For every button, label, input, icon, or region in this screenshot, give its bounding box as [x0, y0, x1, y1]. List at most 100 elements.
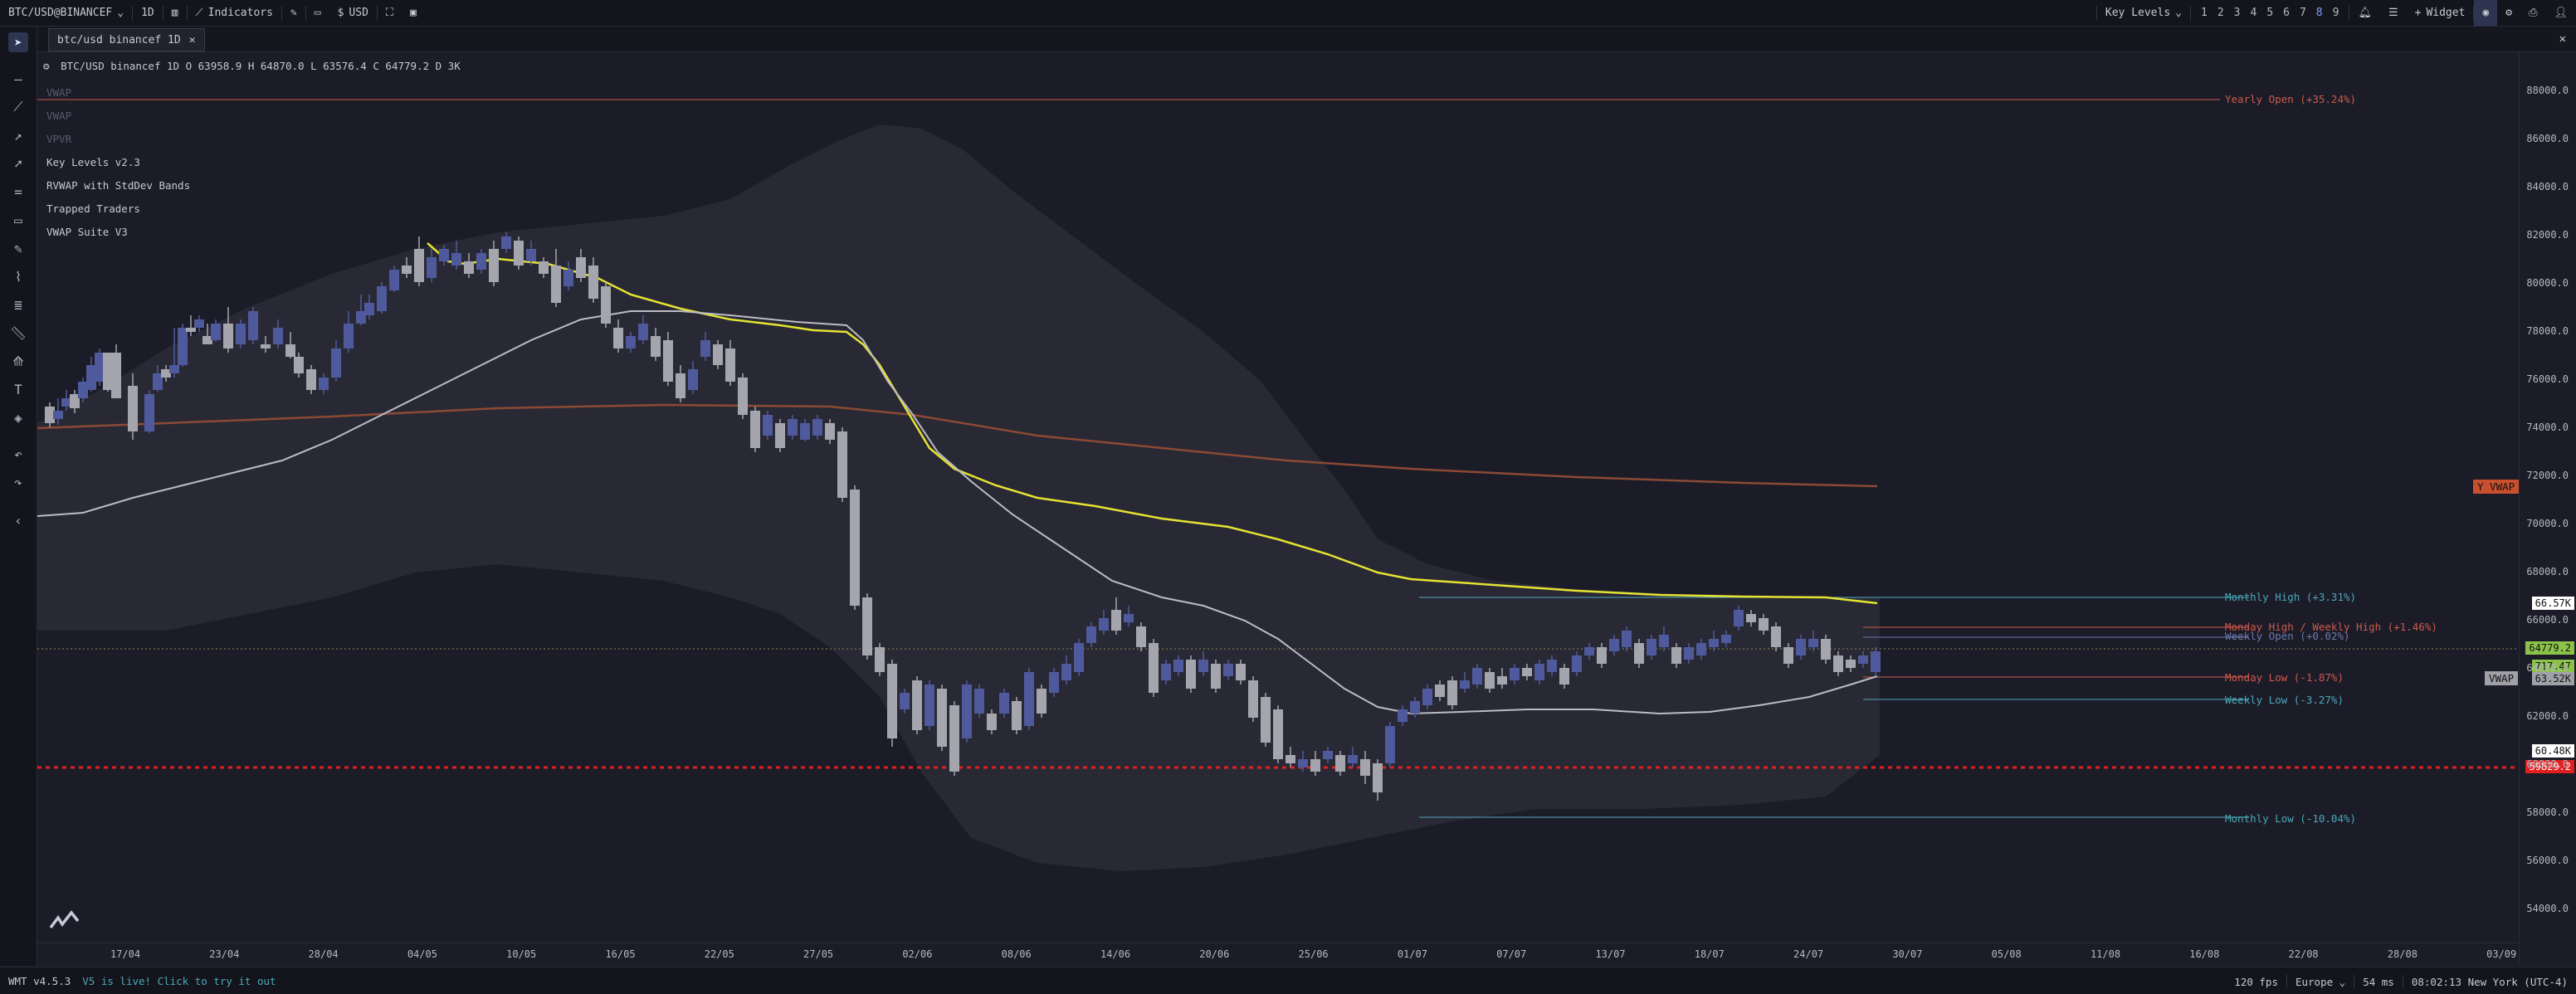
- folder-button[interactable]: ▭: [306, 0, 329, 26]
- x-tick-label: 25/06: [1298, 948, 1329, 960]
- indicator-vpvr[interactable]: VPVR: [46, 133, 72, 145]
- candle-body: [45, 407, 55, 423]
- chart-tab[interactable]: btc/usd binancef 1D ✕: [48, 28, 205, 51]
- candle-body: [211, 324, 221, 340]
- layout-tab-3[interactable]: 3: [2233, 7, 2241, 19]
- undo-icon[interactable]: ↶: [14, 446, 22, 462]
- layout-tab-4[interactable]: 4: [2250, 7, 2257, 19]
- widget-button[interactable]: + Widget: [2407, 0, 2474, 26]
- key-levels-selector[interactable]: Key Levels ⌄: [2097, 0, 2190, 26]
- y-tick-label: 68000.0: [2526, 566, 2569, 577]
- camera-icon: ◉: [2482, 7, 2490, 19]
- candle-body: [1771, 626, 1781, 647]
- candle-body: [364, 303, 374, 315]
- print-button[interactable]: ⎙: [2520, 0, 2545, 26]
- tab-bar: btc/usd binancef 1D ✕ ✕: [0, 27, 2576, 52]
- indicator-vwap-suite[interactable]: VWAP Suite V3: [46, 226, 128, 238]
- candle-body: [1796, 639, 1806, 655]
- rectangle-icon[interactable]: ▭: [14, 212, 22, 228]
- collapse-icon[interactable]: ‹: [14, 512, 22, 529]
- arrow-icon[interactable]: ➚: [14, 155, 22, 172]
- brush-icon[interactable]: ✎: [14, 240, 22, 256]
- candle-body: [1460, 680, 1470, 689]
- draw-button[interactable]: ✎: [282, 0, 305, 26]
- currency-button[interactable]: $ USD: [329, 0, 377, 26]
- candle-body: [464, 261, 474, 274]
- candle-body: [1211, 664, 1221, 689]
- x-tick-label: 13/07: [1595, 948, 1626, 960]
- indicator-rvwap[interactable]: RVWAP with StdDev Bands: [46, 179, 191, 192]
- legend-ohlc: O 63958.9 H 64870.0 L 63576.4 C 64779.2 …: [185, 60, 461, 72]
- settings-icon[interactable]: ⚙: [43, 60, 50, 72]
- path-icon[interactable]: ⌇: [15, 268, 22, 285]
- screenshot-button[interactable]: ◉: [2474, 0, 2498, 26]
- trend-line-icon[interactable]: ⟋: [13, 99, 23, 115]
- level-monthly-high: Monthly High (+3.31%): [2225, 591, 2357, 603]
- save-button[interactable]: ▣: [402, 0, 425, 26]
- x-tick-label: 08/06: [1001, 948, 1032, 960]
- candle-body: [1534, 664, 1544, 680]
- alerts-button[interactable]: 🔔︎: [2349, 0, 2380, 26]
- x-tick-label: 14/06: [1100, 948, 1131, 960]
- candle-body: [1447, 680, 1457, 705]
- layout-tab-1[interactable]: 1: [2201, 7, 2208, 19]
- fullscreen-button[interactable]: ⛶: [378, 0, 402, 26]
- horizontal-line-icon[interactable]: —: [14, 71, 22, 87]
- price-label-vwap: 63.52K: [2531, 672, 2574, 685]
- candle-body: [551, 266, 561, 303]
- layout-tab-8[interactable]: 8: [2315, 7, 2323, 19]
- parallel-channel-icon[interactable]: =: [14, 183, 22, 200]
- interval-selector[interactable]: 1D: [141, 7, 154, 19]
- candle-body: [775, 423, 785, 448]
- indicator-key-levels[interactable]: Key Levels v2.3: [46, 156, 140, 168]
- projection-icon[interactable]: ⟰: [12, 353, 24, 369]
- price-axis[interactable]: 66.57K 64779.2 717.47 63.52K 60.48K 5982…: [2519, 52, 2576, 965]
- candle-body: [1261, 697, 1271, 743]
- candle-body: [1385, 726, 1395, 763]
- close-icon[interactable]: ✕: [188, 33, 196, 46]
- layers-icon[interactable]: ◈: [14, 409, 22, 426]
- layout-tab-2[interactable]: 2: [2217, 7, 2224, 19]
- candle-body: [987, 714, 997, 730]
- indicators-button[interactable]: ⟋ Indicators: [188, 0, 281, 26]
- level-weekly-low: Weekly Low (-3.27%): [2225, 694, 2344, 706]
- candle-body: [153, 373, 163, 390]
- candle-body: [111, 353, 121, 398]
- close-panel-icon[interactable]: ✕: [2559, 32, 2566, 46]
- redo-icon[interactable]: ↷: [14, 474, 22, 490]
- divider: [2095, 5, 2097, 21]
- text-icon[interactable]: T: [14, 381, 22, 397]
- indicator-vwap-2[interactable]: VWAP: [46, 110, 72, 122]
- candle-body: [1609, 639, 1619, 651]
- layout-tab-6[interactable]: 6: [2283, 7, 2290, 19]
- layout-tab-7[interactable]: 7: [2299, 7, 2306, 19]
- candle-body: [900, 693, 910, 709]
- price-chart[interactable]: [37, 52, 2519, 965]
- ruler-icon[interactable]: 📏︎: [9, 324, 27, 341]
- y-tick-label: 82000.0: [2526, 229, 2569, 241]
- x-tick-label: 24/07: [1793, 948, 1824, 960]
- settings-button[interactable]: ⚙: [2497, 0, 2520, 26]
- x-tick-label: 27/05: [803, 948, 834, 960]
- indicator-trapped-traders[interactable]: Trapped Traders: [46, 202, 140, 215]
- candle-body: [261, 344, 271, 348]
- candle-type-button[interactable]: ▥: [163, 0, 187, 26]
- cursor-icon[interactable]: ➤: [8, 32, 28, 52]
- candle-body: [202, 336, 212, 344]
- ray-icon[interactable]: ↗: [14, 127, 22, 144]
- account-button[interactable]: 👤︎: [2545, 0, 2576, 26]
- announcement-link[interactable]: V5 is live! Click to try it out: [82, 975, 276, 987]
- candle-body: [1783, 647, 1793, 664]
- symbol-label: BTC/USD@BINANCEF: [8, 7, 113, 19]
- symbol-selector[interactable]: BTC/USD@BINANCEF ⌄: [0, 0, 132, 26]
- candle-body: [1472, 668, 1482, 685]
- region-selector[interactable]: Europe ⌄: [2295, 976, 2345, 988]
- watchlist-button[interactable]: ☰: [2380, 0, 2407, 26]
- layout-tab-5[interactable]: 5: [2266, 7, 2274, 19]
- indicator-vwap-1[interactable]: VWAP: [46, 86, 72, 99]
- y-tick-label: 58000.0: [2526, 806, 2569, 818]
- candle-body: [638, 324, 648, 340]
- fib-icon[interactable]: ≣: [14, 296, 22, 313]
- x-tick-label: 16/08: [2189, 948, 2220, 960]
- layout-tab-9[interactable]: 9: [2332, 7, 2339, 19]
